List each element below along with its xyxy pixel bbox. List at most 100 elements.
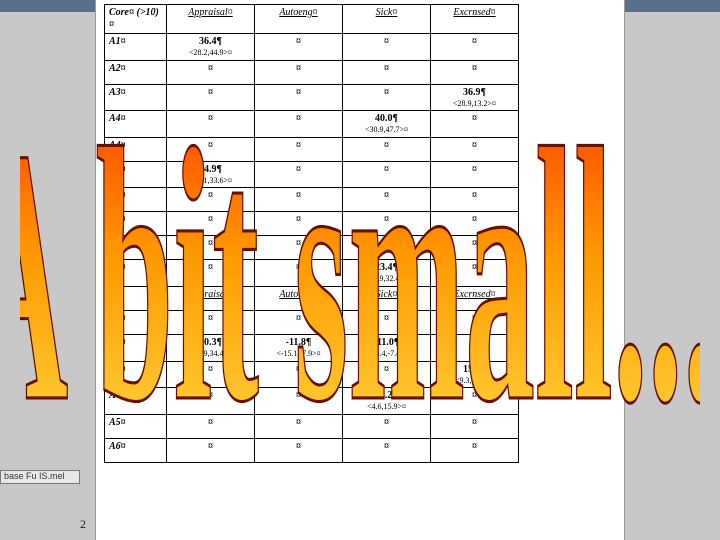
table-cell: ¤ [255, 161, 343, 188]
cell-value: ¤ [472, 190, 477, 201]
cell-value: 30.3¶ [199, 337, 222, 348]
table-row: A5¤34.9¶<26.1,33.6>¤¤¤¤ [105, 161, 519, 188]
table-row: A7¤¤¤¤¤ [105, 212, 519, 236]
cell-ci: <-15.4,-7.4>¤ [347, 349, 426, 359]
cell-value: ¤ [208, 140, 213, 151]
table-cell: ¤ [167, 236, 255, 260]
row-label: A2¤ [105, 334, 167, 361]
cell-value: ¤ [296, 390, 301, 401]
table-row: A3¤¤¤¤36.9¶<28.9,13.2>¤ [105, 84, 519, 111]
table-cell: ¤ [167, 438, 255, 462]
table-cell: ¤ [255, 188, 343, 212]
table-cell: ¤ [431, 34, 519, 61]
cell-ci: <30.9,47.7>¤ [347, 125, 426, 135]
table-cell: ¤ [167, 260, 255, 287]
cell-value: 15.2¶ [463, 364, 486, 375]
header-col-1: Autoeng¤ [255, 5, 343, 34]
cell-value: ¤ [208, 87, 213, 98]
cell-value: 40.0¶ [375, 113, 398, 124]
cell-value: ¤ [296, 113, 301, 124]
cell-value: -11.8¶ [286, 337, 312, 348]
table-cell: 40.0¶<30.9,47.7>¤ [343, 111, 431, 138]
cell-ci: <28.9,13.2>¤ [435, 99, 514, 109]
cell-value: ¤ [384, 87, 389, 98]
table-cell: -11.0¶<-15.4,-7.4>¤ [343, 334, 431, 361]
table-cell: ¤ [167, 310, 255, 334]
document-page: Core¤ (>10)¤ Appraisal¤ Autoeng¤ Sick¤ E… [95, 0, 625, 540]
cell-value: ¤ [472, 337, 477, 348]
row-label: A8¤ [105, 236, 167, 260]
row-label: A4¤ [105, 111, 167, 138]
row-label: A3¤ [105, 84, 167, 111]
header2-col-1: Autoeng¤ [255, 286, 343, 310]
cell-ci: <4.6,15.9>¤ [347, 402, 426, 412]
header2-blank [105, 286, 167, 310]
table-cell: ¤ [167, 84, 255, 111]
table-cell: ¤ [255, 361, 343, 388]
cell-value: ¤ [384, 238, 389, 249]
cell-value: 36.4¶ [199, 36, 222, 47]
table-cell: ¤ [167, 361, 255, 388]
table-row: A2¤ 30.3¶<20.9,34.4>¤ -11.8¶<-15.1,-7.9>¤-… [105, 334, 519, 361]
cell-value: ¤ [208, 313, 213, 324]
cell-value: ¤ [384, 364, 389, 375]
row-label: A5¤ [105, 414, 167, 438]
cell-value: ¤ [296, 262, 301, 273]
header2-col-3: Excrnsed¤ [431, 286, 519, 310]
cell-ci: <26.1,33.6>¤ [171, 176, 250, 186]
row-label: A2¤ [105, 60, 167, 84]
cell-value: 11.2¶ [375, 390, 397, 401]
cell-value: ¤ [296, 190, 301, 201]
table-cell: ¤ [255, 84, 343, 111]
cell-value: ¤ [472, 262, 477, 273]
cell-value: ¤ [208, 214, 213, 225]
cell-value: ¤ [472, 214, 477, 225]
table-cell: 23.4¶<10.9,32.4>¤ [343, 260, 431, 287]
table-cell: ¤ [255, 236, 343, 260]
table-row: A2¤¤¤¤¤ [105, 60, 519, 84]
data-table: Core¤ (>10)¤ Appraisal¤ Autoeng¤ Sick¤ E… [104, 4, 519, 463]
table-cell: ¤ [431, 260, 519, 287]
cell-ci: <20.9,34.4>¤ [171, 349, 250, 359]
cell-value: ¤ [384, 140, 389, 151]
row-label: A4¤ [105, 388, 167, 415]
cell-value: ¤ [384, 441, 389, 452]
row-label: A6¤ [105, 188, 167, 212]
table-cell: ¤ [431, 414, 519, 438]
table-cell: -11.8¶<-15.1,-7.9>¤ [255, 334, 343, 361]
table-cell: ¤ [343, 84, 431, 111]
table-cell: ¤ [431, 188, 519, 212]
header-col-0: Appraisal¤ [167, 5, 255, 34]
cell-ci: <9.3,19.9>¤ [435, 376, 514, 386]
table-cell: ¤ [167, 137, 255, 161]
table-cell: ¤ [255, 137, 343, 161]
cell-value: ¤ [384, 417, 389, 428]
cell-value: ¤ [208, 63, 213, 74]
table-header-row: Core¤ (>10)¤ Appraisal¤ Autoeng¤ Sick¤ E… [105, 5, 519, 34]
table-row: A3¤¤¤¤15.2¶<9.3,19.9>¤ [105, 361, 519, 388]
table-header-row-2: Appraisal¤ Autoeng¤ Sick¤ Excrnsed¤ [105, 286, 519, 310]
cell-value: ¤ [296, 140, 301, 151]
cell-value: ¤ [208, 238, 213, 249]
cell-value: ¤ [384, 313, 389, 324]
table-cell: ¤ [343, 212, 431, 236]
cell-value: ¤ [296, 313, 301, 324]
table-cell: 11.2¶<4.6,15.9>¤ [343, 388, 431, 415]
table-cell: ¤ [255, 310, 343, 334]
header2-col-0: Appraisal¤ [167, 286, 255, 310]
cell-value: ¤ [472, 390, 477, 401]
table-cell: ¤ [431, 334, 519, 361]
cell-ci: <-15.1,-7.9>¤ [259, 349, 338, 359]
row-label: A1¤ [105, 310, 167, 334]
table-row: A1¤¤¤¤¤ [105, 310, 519, 334]
table-cell: ¤ [255, 212, 343, 236]
table-cell: ¤ [343, 361, 431, 388]
table-cell: ¤ [167, 388, 255, 415]
cell-ci: <10.9,32.4>¤ [347, 274, 426, 284]
table-cell: ¤ [167, 60, 255, 84]
cell-value: ¤ [296, 214, 301, 225]
header2-col-2: Sick¤ [343, 286, 431, 310]
cell-value: ¤ [384, 36, 389, 47]
table-row: A9¤¤¤23.4¶<10.9,32.4>¤¤ [105, 260, 519, 287]
cell-value: ¤ [208, 262, 213, 273]
